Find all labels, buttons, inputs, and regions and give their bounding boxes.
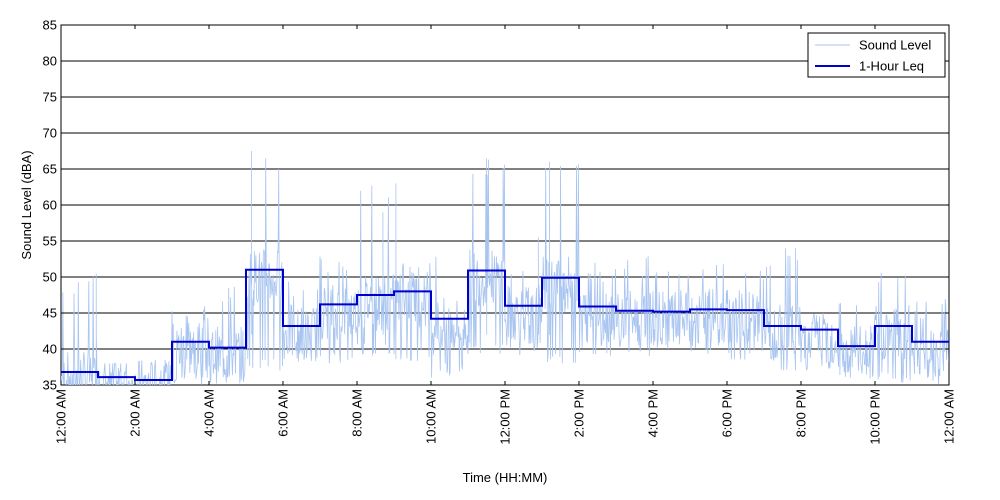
x-tick-label: 6:00 PM	[720, 389, 735, 437]
y-axis: 35 40 45 50 55 60 65 70 75 80 85	[43, 18, 949, 393]
series-line-1-hour-leq	[61, 268, 949, 381]
y-tick-label: 35	[43, 378, 57, 393]
y-tick-label: 80	[43, 54, 57, 69]
legend-label-1-hour-leq: 1-Hour Leq	[859, 59, 924, 74]
legend: Sound Level 1-Hour Leq	[807, 32, 946, 78]
y-tick-label: 50	[43, 270, 57, 285]
legend-box	[807, 32, 946, 78]
x-tick-label: 4:00 PM	[646, 389, 661, 437]
x-tick-label: 8:00 AM	[350, 389, 365, 437]
x-tick-label: 8:00 PM	[794, 389, 809, 437]
series-line-sound-level	[61, 150, 949, 385]
y-tick-label: 55	[43, 234, 57, 249]
y-tick-label: 60	[43, 198, 57, 213]
x-tick-label: 2:00 AM	[128, 389, 143, 437]
y-tick-label: 65	[43, 162, 57, 177]
x-axis-label: Time (HH:MM)	[463, 470, 548, 485]
y-axis-label: Sound Level (dBA)	[19, 150, 34, 259]
grid-lines	[61, 60, 949, 350]
x-tick-label: 2:00 PM	[572, 389, 587, 437]
legend-label-sound-level: Sound Level	[859, 38, 931, 53]
y-tick-label: 45	[43, 306, 57, 321]
x-tick-label: 10:00 PM	[868, 389, 883, 445]
x-tick-label: 10:00 AM	[424, 389, 439, 444]
y-tick-label: 70	[43, 126, 57, 141]
y-tick-label: 85	[43, 18, 57, 33]
x-tick-label: 6:00 AM	[276, 389, 291, 437]
x-tick-label: 12:00 AM	[942, 389, 957, 444]
y-tick-label: 75	[43, 90, 57, 105]
y-tick-label: 40	[43, 342, 57, 357]
x-tick-label: 12:00 PM	[498, 389, 513, 445]
x-axis: 12:00 AM 2:00 AM 4:00 AM 6:00 AM 8:00 AM 10:0…	[54, 25, 957, 445]
x-tick-label: 12:00 AM	[54, 389, 69, 444]
series-layer	[61, 150, 949, 385]
x-tick-label: 4:00 AM	[202, 389, 217, 437]
